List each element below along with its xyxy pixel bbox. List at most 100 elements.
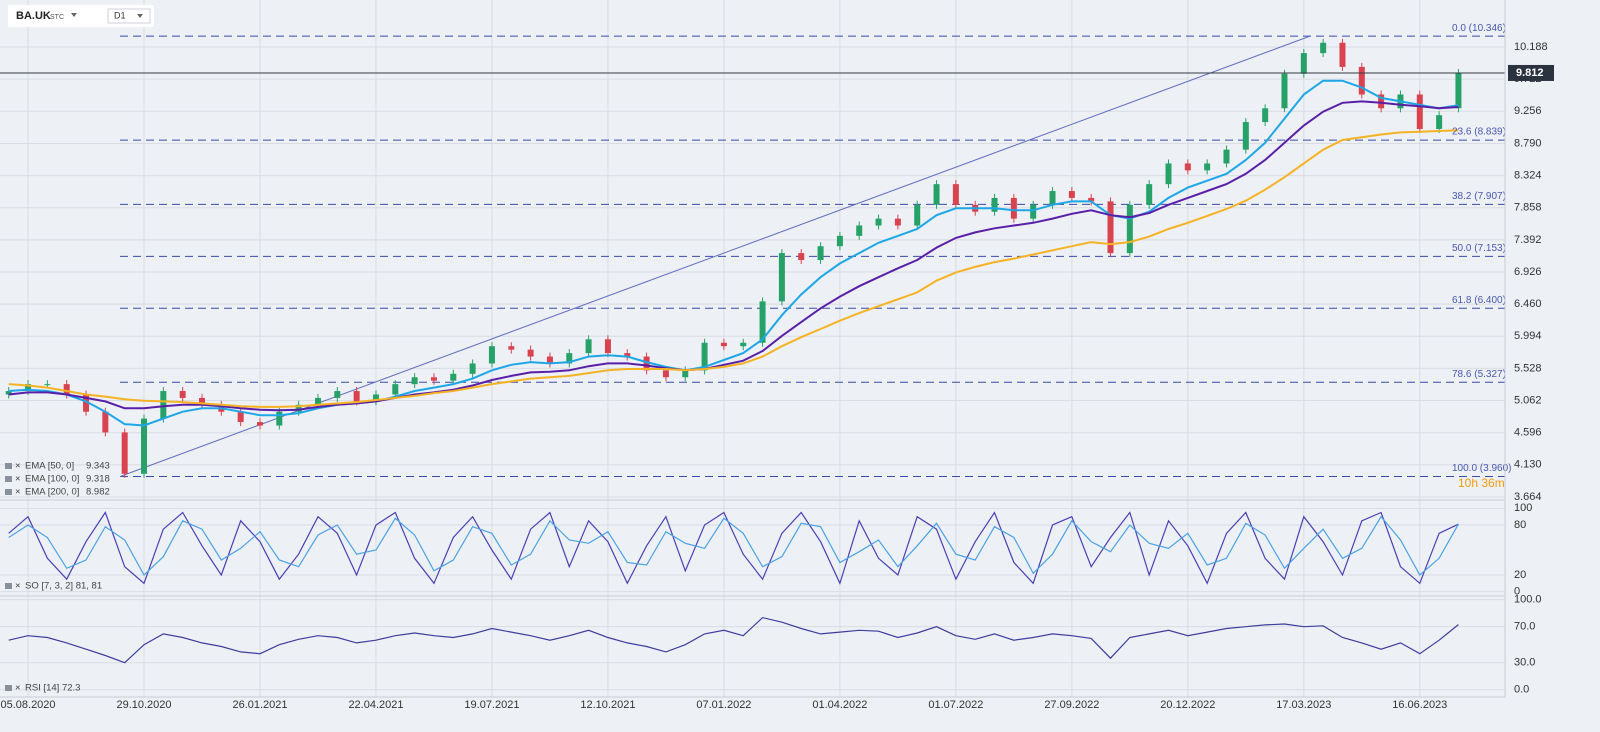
y-tick-label: 100.0 — [1514, 594, 1542, 606]
candle — [1030, 204, 1037, 219]
y-tick-label: 10.188 — [1514, 41, 1548, 53]
y-tick-label: 8.324 — [1514, 169, 1542, 181]
x-tick-label: 20.12.2022 — [1160, 699, 1215, 711]
countdown: 10h 36m — [1458, 476, 1505, 490]
last-price-box — [1508, 64, 1554, 81]
y-tick-label: 5.062 — [1514, 394, 1542, 406]
candle — [836, 235, 843, 247]
fib-label: 50.0 (7.153) — [1452, 243, 1506, 254]
interval[interactable]: D1 — [114, 10, 126, 20]
candle — [1146, 184, 1153, 205]
candle — [682, 370, 689, 378]
last-price: 9.812 — [1516, 67, 1544, 79]
y-tick-label: 80 — [1514, 519, 1526, 531]
fib-label: 61.8 (6.400) — [1452, 295, 1506, 306]
ema-line — [8, 79, 1459, 427]
ema-line — [8, 129, 1459, 408]
y-tick-label: 6.926 — [1514, 266, 1542, 278]
candle — [875, 218, 882, 226]
toolbar: BA.UK STC D1 — [8, 5, 154, 27]
fib-label: 78.6 (5.327) — [1452, 369, 1506, 380]
symbol[interactable]: BA.UK — [16, 10, 51, 22]
legend-value: 9.343 — [86, 461, 110, 472]
y-tick-label: 0.0 — [1514, 684, 1529, 696]
candle — [933, 184, 940, 205]
candle — [430, 377, 437, 381]
marks — [0, 35, 1505, 664]
candle — [856, 225, 863, 236]
legend-icon — [5, 476, 12, 482]
y-tick-label: 5.528 — [1514, 362, 1542, 374]
candle — [1300, 53, 1307, 74]
legend: RSI [14] 72.3 — [25, 683, 80, 694]
candle — [1455, 72, 1462, 109]
y-tick-label: 7.392 — [1514, 234, 1542, 246]
legend-value: 8.982 — [86, 487, 110, 498]
candle — [720, 342, 727, 347]
legend-icon — [5, 583, 12, 589]
candle — [566, 353, 573, 364]
candle — [778, 253, 785, 302]
candle — [179, 391, 186, 398]
candle — [450, 373, 457, 381]
y-tick-label: 20 — [1514, 569, 1526, 581]
x-tick-label: 01.07.2022 — [928, 699, 983, 711]
candle — [1242, 122, 1249, 150]
ema-line — [8, 100, 1459, 412]
candle — [991, 197, 998, 212]
legend-close: × — [15, 487, 21, 498]
y-tick-label: 100 — [1514, 502, 1532, 514]
candle — [508, 346, 515, 350]
candle — [392, 384, 399, 395]
candle — [295, 404, 302, 412]
candle — [604, 339, 611, 354]
legend-value: 9.318 — [86, 474, 110, 485]
candle — [121, 432, 128, 474]
x-tick-label: 01.04.2022 — [812, 699, 867, 711]
x-tick-label: 22.04.2021 — [348, 699, 403, 711]
candle — [1436, 115, 1443, 129]
candle — [141, 418, 148, 474]
candle — [952, 184, 959, 205]
y-tick-label: 70.0 — [1514, 621, 1535, 633]
x-tick-label: 26.01.2021 — [232, 699, 287, 711]
indicator-line — [8, 515, 1459, 576]
y-tick-label: 3.664 — [1514, 491, 1542, 503]
fib-label: 23.6 (8.839) — [1452, 127, 1506, 138]
y-tick-label: 0 — [1514, 586, 1520, 598]
candle — [624, 353, 631, 357]
candle — [1068, 191, 1075, 198]
candle — [527, 349, 534, 357]
legend-icon — [5, 489, 12, 495]
legend-name: EMA [200, 0] — [25, 487, 79, 498]
dropdown-arrow[interactable] — [137, 14, 143, 18]
legend-icon — [5, 463, 12, 469]
x-tick-label: 19.07.2021 — [464, 699, 519, 711]
x-tick-label: 07.01.2022 — [696, 699, 751, 711]
candle — [662, 370, 669, 378]
candle — [256, 422, 263, 426]
dropdown-arrow[interactable] — [71, 13, 77, 17]
legend-close: × — [15, 474, 21, 485]
interval-select[interactable] — [107, 8, 151, 24]
candle — [1107, 201, 1114, 254]
candle — [701, 342, 708, 371]
candle — [5, 391, 12, 395]
y-tick-label: 7.858 — [1514, 202, 1542, 214]
candle — [25, 384, 32, 392]
x-tick-label: 05.08.2020 — [0, 699, 55, 711]
fib-label: 100.0 (3.960) — [1452, 463, 1512, 474]
candle — [914, 204, 921, 226]
candle — [1204, 163, 1211, 171]
legend: SO [7, 3, 2] 81, 81 — [25, 581, 102, 592]
fib-label: 38.2 (7.907) — [1452, 191, 1506, 202]
x-tick-label: 27.09.2022 — [1044, 699, 1099, 711]
candle — [1126, 204, 1133, 254]
y-tick-label: 4.130 — [1514, 459, 1542, 471]
candle — [1358, 66, 1365, 95]
grid — [0, 0, 1505, 697]
candle — [817, 246, 824, 260]
candle — [585, 339, 592, 354]
candle — [276, 411, 283, 426]
